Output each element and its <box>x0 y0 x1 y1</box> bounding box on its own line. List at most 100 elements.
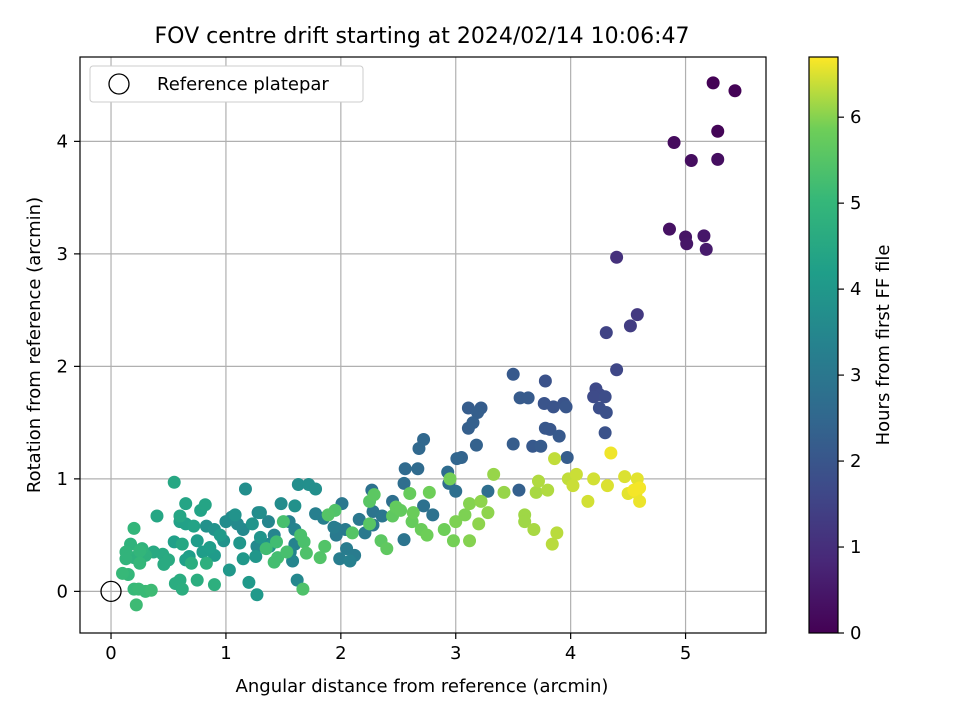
scatter-point <box>728 84 742 98</box>
scatter-point <box>313 551 327 565</box>
scatter-point <box>352 512 366 526</box>
scatter-point <box>599 406 613 419</box>
scatter-point <box>363 517 377 531</box>
scatter-point <box>397 533 411 547</box>
scatter-point <box>133 544 147 558</box>
scatter-point <box>598 426 612 440</box>
scatter-point <box>198 498 212 512</box>
x-tick-label: 3 <box>450 643 461 664</box>
scatter-point <box>667 136 681 149</box>
scatter-point <box>569 467 583 481</box>
scatter-point <box>417 499 431 513</box>
scatter-point <box>627 483 641 497</box>
scatter-point <box>411 462 425 476</box>
scatter-point <box>394 503 408 517</box>
scatter-point <box>321 508 335 522</box>
scatter-point <box>599 326 613 340</box>
scatter-point <box>527 523 541 536</box>
scatter-point <box>443 472 457 486</box>
scatter-point <box>610 250 624 264</box>
scatter-point <box>291 478 305 491</box>
scatter-point <box>630 308 644 322</box>
scatter-point <box>548 452 562 466</box>
x-axis-ticks: 0 1 2 3 4 5 <box>105 633 691 664</box>
scatter-point <box>213 528 227 542</box>
scatter-point <box>481 484 495 498</box>
scatter-point <box>253 506 267 520</box>
scatter-point <box>187 519 201 533</box>
scatter-point <box>309 482 323 496</box>
scatter-point <box>280 545 294 559</box>
legend-reference-marker <box>108 73 130 95</box>
scatter-point <box>463 534 477 548</box>
scatter-point <box>203 541 217 554</box>
scatter-point <box>207 578 221 592</box>
scatter-point <box>487 467 501 481</box>
x-tick-label: 2 <box>335 643 346 664</box>
scatter-point <box>199 556 213 570</box>
scatter-point <box>179 497 193 511</box>
scatter-point <box>184 556 198 570</box>
scatter-point <box>327 520 341 534</box>
scatter-point <box>175 537 189 551</box>
scatter-point <box>233 536 247 550</box>
scatter-point <box>531 474 545 488</box>
scatter-point <box>150 509 164 523</box>
scatter-point <box>242 575 256 589</box>
scatter-point <box>550 526 564 540</box>
colorbar-gradient <box>808 56 839 634</box>
scatter-point <box>222 563 236 577</box>
y-axis-ticks: 0 1 2 3 4 <box>57 131 80 602</box>
scatter-point <box>267 555 281 569</box>
scatter-point <box>297 535 311 549</box>
scatter-point <box>269 535 283 549</box>
colorbar: 0 1 2 3 4 5 6 Hours from first FF file <box>808 56 894 644</box>
colorbar-tick-label: 5 <box>850 193 861 214</box>
scatter-point <box>167 475 181 489</box>
x-tick-label: 1 <box>220 643 231 664</box>
scatter-point <box>538 374 552 388</box>
y-tick-label: 4 <box>57 131 68 152</box>
scatter-point <box>345 526 359 540</box>
scatter-point <box>662 222 676 236</box>
scatter-point <box>219 515 233 529</box>
scatter-point <box>250 588 264 602</box>
scatter-point <box>446 534 460 548</box>
scatter-point <box>127 521 141 535</box>
scatter-point <box>559 400 573 414</box>
scatter-point <box>518 515 532 529</box>
scatter-point <box>481 506 495 520</box>
scatter-point <box>618 470 632 484</box>
scatter-point <box>623 319 637 333</box>
scatter-point <box>299 546 313 560</box>
scatter-point <box>471 406 485 419</box>
scatter-point <box>521 391 535 405</box>
scatter-point <box>587 472 601 486</box>
scatter-point <box>412 442 426 455</box>
colorbar-tick-label: 3 <box>850 365 861 386</box>
scatter-point <box>610 363 624 377</box>
scatter-point <box>506 437 520 451</box>
scatter-point <box>506 367 520 381</box>
scatter-point <box>426 508 440 522</box>
scatter-point <box>276 515 290 529</box>
scatter-point <box>450 452 464 466</box>
scatter-point <box>474 494 488 508</box>
scatter-point <box>144 583 158 597</box>
scatter-point <box>449 515 463 529</box>
scatter-point <box>380 542 394 556</box>
y-tick-label: 3 <box>57 244 68 265</box>
colorbar-ticks: 0 1 2 3 4 5 6 <box>838 107 861 644</box>
scatter-point <box>261 515 275 529</box>
scatter-point <box>318 539 332 553</box>
scatter-point <box>397 476 411 490</box>
scatter-point <box>367 488 381 502</box>
x-axis-label: Angular distance from reference (arcmin) <box>236 676 609 697</box>
scatter-point <box>190 534 204 548</box>
scatter-point <box>422 485 436 499</box>
reference-platepar-point <box>100 580 122 603</box>
scatter-point <box>398 462 412 476</box>
y-axis-label: Rotation from reference (arcmin) <box>24 197 45 493</box>
scatter-point <box>587 390 601 404</box>
